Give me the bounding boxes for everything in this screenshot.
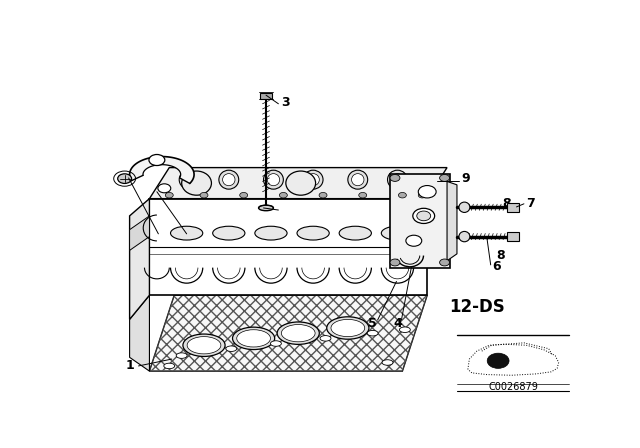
- Circle shape: [399, 193, 406, 198]
- Ellipse shape: [307, 174, 319, 186]
- Ellipse shape: [282, 324, 315, 342]
- Circle shape: [413, 208, 435, 224]
- Polygon shape: [130, 156, 194, 184]
- Ellipse shape: [183, 174, 195, 186]
- Ellipse shape: [388, 170, 408, 189]
- Ellipse shape: [219, 170, 239, 189]
- Ellipse shape: [237, 330, 271, 347]
- Ellipse shape: [351, 174, 364, 186]
- Ellipse shape: [271, 341, 282, 346]
- Text: 6: 6: [492, 260, 501, 273]
- Ellipse shape: [459, 202, 470, 212]
- Circle shape: [406, 235, 422, 246]
- Polygon shape: [129, 295, 150, 371]
- Polygon shape: [447, 181, 457, 261]
- Text: 1: 1: [125, 359, 134, 372]
- Text: C0026879: C0026879: [488, 382, 538, 392]
- Ellipse shape: [264, 170, 284, 189]
- Text: 5: 5: [368, 317, 377, 330]
- Circle shape: [440, 259, 449, 266]
- Ellipse shape: [170, 226, 203, 240]
- Ellipse shape: [212, 226, 245, 240]
- Ellipse shape: [348, 170, 368, 189]
- Circle shape: [280, 193, 287, 198]
- Ellipse shape: [399, 327, 410, 332]
- Ellipse shape: [268, 174, 280, 186]
- Text: 8: 8: [496, 249, 505, 262]
- Ellipse shape: [367, 331, 378, 336]
- Ellipse shape: [182, 171, 211, 195]
- Circle shape: [419, 193, 426, 198]
- Ellipse shape: [381, 226, 413, 240]
- Ellipse shape: [176, 353, 187, 358]
- Circle shape: [149, 155, 165, 165]
- Ellipse shape: [232, 327, 275, 349]
- Ellipse shape: [226, 346, 237, 352]
- Circle shape: [200, 193, 208, 198]
- Ellipse shape: [382, 360, 393, 365]
- Ellipse shape: [339, 226, 371, 240]
- Circle shape: [319, 193, 327, 198]
- Polygon shape: [507, 232, 519, 241]
- Polygon shape: [260, 94, 272, 99]
- Circle shape: [390, 175, 400, 181]
- Circle shape: [165, 193, 173, 198]
- Polygon shape: [129, 198, 150, 319]
- Text: 10: 10: [184, 229, 202, 242]
- Text: 12-DS: 12-DS: [449, 298, 505, 316]
- Circle shape: [158, 184, 171, 193]
- Text: 9: 9: [461, 172, 470, 185]
- Circle shape: [359, 193, 367, 198]
- Ellipse shape: [331, 319, 365, 336]
- Polygon shape: [507, 203, 519, 212]
- Ellipse shape: [327, 317, 369, 339]
- Ellipse shape: [255, 226, 287, 240]
- Ellipse shape: [320, 336, 331, 341]
- Polygon shape: [150, 295, 428, 371]
- Ellipse shape: [164, 363, 175, 369]
- Ellipse shape: [459, 232, 470, 242]
- Ellipse shape: [391, 174, 404, 186]
- Ellipse shape: [223, 174, 235, 186]
- Ellipse shape: [297, 226, 329, 240]
- Ellipse shape: [303, 170, 323, 189]
- Text: 11: 11: [145, 229, 162, 242]
- Circle shape: [440, 175, 449, 181]
- Text: 2: 2: [282, 204, 290, 217]
- Ellipse shape: [259, 205, 273, 211]
- Text: 3: 3: [282, 96, 290, 109]
- Polygon shape: [129, 216, 150, 250]
- Ellipse shape: [179, 170, 199, 189]
- Circle shape: [417, 211, 431, 221]
- Text: 8: 8: [502, 197, 511, 210]
- Text: 4: 4: [393, 317, 402, 330]
- Circle shape: [240, 193, 248, 198]
- Polygon shape: [390, 174, 449, 267]
- Polygon shape: [150, 198, 428, 295]
- Ellipse shape: [277, 322, 319, 345]
- Polygon shape: [150, 168, 447, 198]
- Circle shape: [118, 174, 132, 184]
- Ellipse shape: [187, 336, 221, 354]
- Ellipse shape: [183, 334, 225, 357]
- Circle shape: [419, 185, 436, 198]
- Text: 7: 7: [526, 197, 535, 210]
- Circle shape: [390, 259, 400, 266]
- Ellipse shape: [286, 171, 316, 195]
- Circle shape: [487, 353, 509, 368]
